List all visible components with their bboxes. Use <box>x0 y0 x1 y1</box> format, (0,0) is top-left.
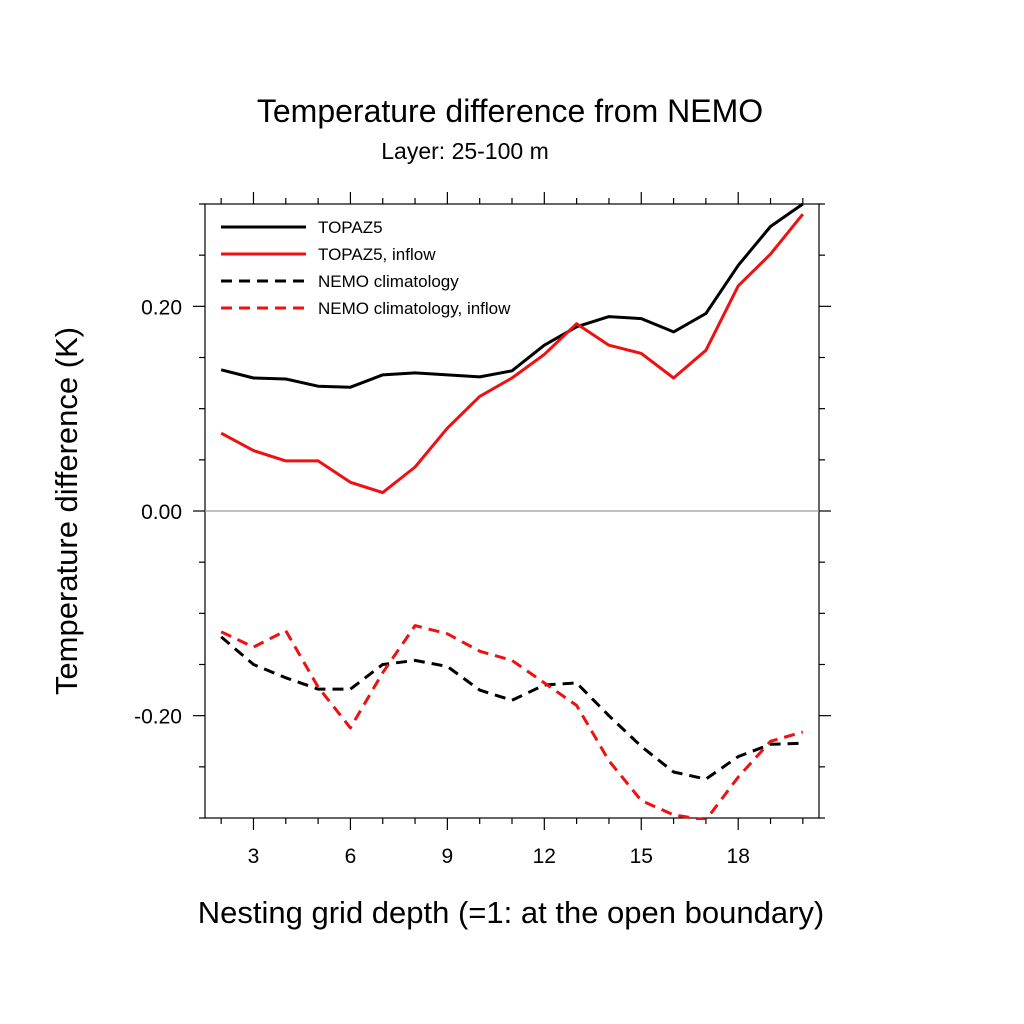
x-tick-label: 6 <box>345 845 357 868</box>
series-line-2 <box>220 213 804 495</box>
x-tick-label: 9 <box>442 845 454 868</box>
x-tick-label: 3 <box>248 845 260 868</box>
legend: TOPAZ5 TOPAZ5, inflow NEMO climatology NEMO… <box>221 218 511 318</box>
series-lines <box>220 202 804 820</box>
legend-label: TOPAZ5, inflow <box>318 245 436 264</box>
series-line-3 <box>220 635 803 781</box>
y-tick-label: 0.20 <box>141 296 182 319</box>
chart-title: Temperature difference from NEMO <box>257 93 763 129</box>
tick-labels: 3 6 9 12 15 18 -0.20 0.00 0.20 <box>134 296 750 868</box>
x-tick-label: 12 <box>533 845 556 868</box>
chart-subtitle: Layer: 25-100 m <box>381 138 548 164</box>
legend-label: NEMO climatology <box>318 272 459 291</box>
legend-label: NEMO climatology, inflow <box>318 299 511 318</box>
y-tick-label: 0.00 <box>141 501 182 524</box>
legend-label: TOPAZ5 <box>318 218 383 237</box>
y-tick-label: -0.20 <box>134 706 182 729</box>
x-tick-label: 15 <box>630 845 653 868</box>
y-axis-label: Temperature difference (K) <box>49 327 84 695</box>
x-axis-label: Nesting grid depth (=1: at the open boun… <box>198 895 824 930</box>
x-tick-label: 18 <box>727 845 750 868</box>
axis-ticks <box>193 192 831 830</box>
series-line-1 <box>220 202 804 389</box>
series-line-4 <box>220 624 804 820</box>
